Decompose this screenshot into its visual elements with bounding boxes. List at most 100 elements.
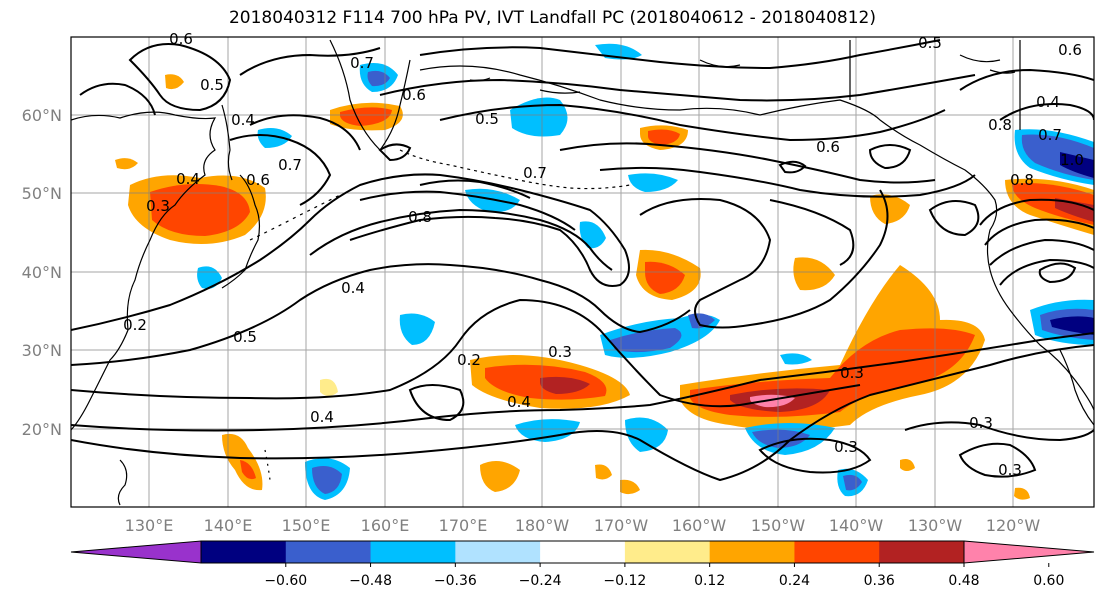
contour-line [599, 166, 976, 198]
latitude-label: 60°N [22, 106, 62, 125]
contour-label: 0.7 [278, 156, 302, 174]
contour-line [379, 74, 976, 102]
colorbar-extend-low [70, 540, 202, 564]
longitude-label: 130°W [908, 516, 963, 535]
coast-mexico [1059, 349, 1094, 426]
coast-asia [71, 111, 217, 431]
shade-cold [367, 70, 390, 87]
contour-label: 0.6 [169, 30, 193, 48]
contour-label: 0.2 [123, 316, 147, 334]
shade-cold [1060, 152, 1094, 178]
shade-warm [620, 479, 640, 495]
longitude-label: 140°E [204, 516, 253, 535]
coast-islands [469, 54, 1016, 94]
longitude-labels: 130°E 140°E 150°E 160°E 170°E 180°W 170°W 160°W… [125, 516, 1041, 535]
contour-label: 0.7 [350, 54, 374, 72]
shade-warm [165, 74, 184, 90]
contour-label: 0.8 [988, 116, 1012, 134]
contour-label: 0.5 [200, 76, 224, 94]
contour-line [309, 208, 613, 271]
shade-cold [610, 328, 682, 353]
contour-line [639, 189, 889, 329]
contour-line [71, 298, 861, 408]
contour-label: 0.3 [146, 197, 170, 215]
shade-warm [115, 158, 138, 170]
longitude-label: 160°W [672, 516, 727, 535]
shade-cold [312, 466, 342, 494]
longitude-label: 120°W [986, 516, 1041, 535]
colorbar-tick-label: −0.36 [434, 573, 477, 589]
contour-label: 0.3 [969, 414, 993, 432]
contour-label: 0.3 [548, 343, 572, 361]
contour-line [378, 143, 412, 162]
coast-alaska [419, 65, 1094, 411]
shade-warm [320, 378, 338, 396]
contour-line [229, 134, 332, 206]
contour-line [989, 238, 1094, 266]
shade-cold [399, 313, 435, 345]
colorbar-swatch [455, 541, 541, 563]
contour-label: 0.8 [1010, 171, 1034, 189]
contour-line [71, 344, 1094, 482]
contour-label: 0.6 [816, 138, 840, 156]
shade-cold [257, 128, 292, 148]
contour-line [359, 190, 576, 231]
latitude-labels: 60°N 50°N 40°N 30°N 20°N [22, 106, 62, 439]
contour-line [999, 258, 1094, 286]
shade-warm [645, 261, 685, 294]
latitude-label: 30°N [22, 341, 62, 360]
longitude-label: 170°W [594, 516, 649, 535]
shade-warm [150, 184, 250, 236]
colorbar-tick-label: −0.48 [349, 573, 392, 589]
coast-mariana [264, 449, 271, 481]
longitude-label: 180°W [515, 516, 570, 535]
coast-kurils [249, 194, 341, 241]
contour-line [769, 199, 855, 266]
contour-labels: 0.6 0.5 0.7 0.6 0.4 0.5 0.6 0.7 0.5 0.4 0.3 0.7 0.8 0… [123, 30, 1084, 479]
colorbar [70, 540, 1095, 564]
shade-warm [1014, 487, 1030, 500]
contour-line [419, 179, 531, 199]
longitude-label: 170°E [439, 516, 488, 535]
contour-line [959, 68, 1094, 91]
colorbar-tick-label: 0.24 [779, 573, 810, 589]
contour-line [999, 103, 1094, 121]
contour-label: 1.0 [1060, 151, 1084, 169]
contour-label: 0.3 [840, 364, 864, 382]
contour-line [904, 421, 1094, 442]
colorbar-swatch [624, 541, 711, 563]
shade-cold [780, 353, 812, 365]
colorbar-swatch [540, 541, 626, 563]
contour-label: 0.4 [1036, 93, 1060, 111]
map-title: 2018040312 F114 700 hPa PV, IVT Landfall… [228, 8, 876, 28]
longitude-label: 130°E [125, 516, 174, 535]
contour-line [868, 144, 912, 170]
colorbar-tick-label: 0.48 [948, 573, 979, 589]
contour-line [958, 442, 1037, 478]
colorbar-tick-label: 0.12 [694, 573, 725, 589]
longitude-label: 150°W [751, 516, 806, 535]
contour-line [928, 200, 980, 237]
shade-cold [1050, 316, 1094, 335]
colorbar-tick-label: −0.60 [264, 573, 307, 589]
longitude-label: 160°E [361, 516, 410, 535]
colorbar-swatch [370, 541, 456, 563]
contour-label: 0.6 [402, 86, 426, 104]
contour-line [408, 384, 465, 422]
coast-philippines [117, 459, 128, 506]
coast-canada [849, 40, 1021, 130]
latitude-label: 50°N [22, 184, 62, 203]
coast-aleutians [399, 149, 631, 190]
colorbar-tick-labels: −0.60 −0.48 −0.36 −0.24 −0.12 0.12 0.24 0.36 0.4… [264, 563, 1064, 589]
colorbar-extend-high [963, 540, 1095, 564]
contour-label: 0.2 [457, 351, 481, 369]
contour-line [778, 160, 807, 174]
shade-cold [625, 417, 668, 452]
shade-cold [515, 419, 580, 442]
contour-label: 0.4 [341, 279, 365, 297]
shade-warm [540, 376, 590, 394]
shade-cold [843, 474, 862, 491]
contour-line [419, 39, 941, 70]
colorbar-swatch [879, 541, 965, 563]
